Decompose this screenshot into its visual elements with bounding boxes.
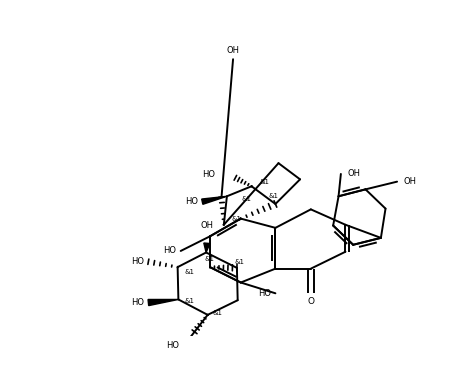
- Text: HO: HO: [163, 246, 176, 256]
- Text: HO: HO: [185, 197, 198, 206]
- Text: &1: &1: [185, 269, 195, 275]
- Text: OH: OH: [200, 221, 213, 230]
- Text: HO: HO: [202, 170, 216, 179]
- Text: HO: HO: [131, 257, 144, 266]
- Text: OH: OH: [347, 169, 360, 178]
- Text: &1: &1: [231, 216, 241, 222]
- Polygon shape: [204, 243, 210, 253]
- Text: OH: OH: [403, 177, 416, 186]
- Text: &1: &1: [185, 298, 195, 304]
- Text: &1: &1: [260, 179, 270, 184]
- Text: HO: HO: [166, 341, 179, 350]
- Text: &1: &1: [235, 260, 245, 265]
- Text: &1: &1: [205, 256, 215, 262]
- Text: &1: &1: [242, 195, 252, 201]
- Text: OH: OH: [226, 46, 239, 54]
- Text: HO: HO: [131, 298, 144, 307]
- Text: &1: &1: [213, 310, 223, 316]
- Text: O: O: [307, 297, 314, 306]
- Text: &1: &1: [268, 193, 278, 199]
- Polygon shape: [148, 299, 179, 305]
- Polygon shape: [202, 196, 227, 204]
- Text: HO: HO: [258, 289, 271, 298]
